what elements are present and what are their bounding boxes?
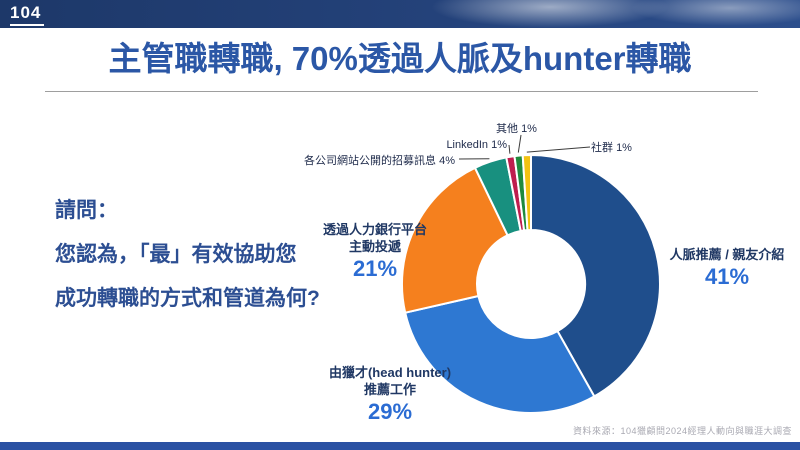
page-title: 主管職轉職, 70%透過人脈及hunter轉職	[108, 40, 692, 77]
question-line-3: 成功轉職的方式和管道為何?	[55, 287, 320, 310]
title-banner: 主管職轉職, 70%透過人脈及hunter轉職	[0, 28, 800, 92]
label-text: 主動投遞	[348, 239, 401, 254]
donut-svg	[400, 134, 661, 415]
callout-label: 社群	[591, 142, 613, 154]
label-jobbank: 透過人力銀行平台 主動投遞 21%	[310, 221, 440, 282]
callout-leader-line	[526, 146, 591, 153]
label-headhunter: 由獵才(head hunter) 推薦工作 29%	[315, 364, 465, 425]
callout-label: LinkedIn	[446, 139, 489, 151]
question-text: 請問： 您認為，「最」有效協助您 成功轉職的方式和管道為何?	[55, 198, 355, 330]
question-line-2: 您認為，「最」有效協助您	[55, 243, 297, 266]
label-pct: 29%	[367, 399, 413, 424]
callout-other: 其他 1%	[496, 120, 537, 136]
logo-104: 104	[10, 3, 45, 26]
donut-slice	[404, 294, 596, 415]
bottom-accent-bar	[0, 442, 800, 450]
callout-leader-line	[508, 144, 511, 154]
callout-leader-line	[517, 134, 522, 153]
label-referral: 人脈推薦 / 親友介紹 41%	[652, 246, 800, 290]
cloud-decoration	[430, 0, 670, 28]
donut-slice	[521, 153, 532, 232]
top-bar: 104	[0, 0, 800, 28]
callout-company-site: 各公司網站公開的招募訊息 4%	[304, 152, 455, 168]
callout-label: 其他	[496, 123, 518, 135]
callout-label: 各公司網站公開的招募訊息	[304, 155, 437, 167]
donut-slice	[400, 166, 509, 314]
callout-pct: 1%	[616, 142, 632, 154]
label-text: 推薦工作	[363, 382, 416, 397]
callout-pct: 1%	[521, 123, 537, 135]
cloud-decoration	[630, 0, 800, 26]
callout-pct: 1%	[491, 139, 507, 151]
callout-social: 社群 1%	[591, 139, 632, 155]
source-note: 資料來源：104獵顧問2024經理人動向與職涯大調查	[572, 426, 792, 436]
title-underline	[45, 91, 758, 92]
donut-chart: 各公司網站公開的招募訊息 4% LinkedIn 1% 其他 1% 社群 1% …	[300, 108, 800, 448]
callout-linkedin: LinkedIn 1%	[446, 139, 507, 151]
donut-slice	[530, 153, 661, 398]
label-pct: 41%	[704, 264, 750, 289]
label-text: 人脈推薦 / 親友介紹	[669, 247, 785, 262]
label-pct: 21%	[352, 256, 398, 281]
label-text: 透過人力銀行平台	[322, 222, 427, 237]
question-line-1: 請問：	[55, 199, 118, 222]
callout-pct: 4%	[439, 155, 455, 167]
label-text: 由獵才(head hunter)	[328, 365, 452, 380]
